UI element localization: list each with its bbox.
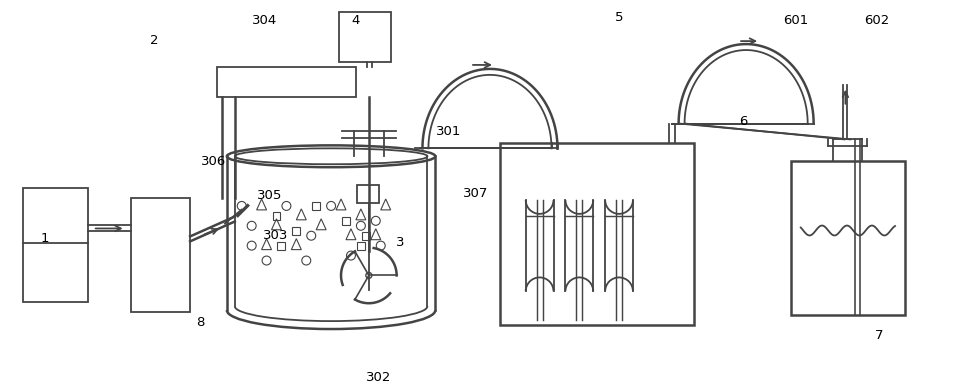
Text: 304: 304 bbox=[252, 14, 277, 27]
Text: 305: 305 bbox=[257, 190, 282, 203]
Text: 3: 3 bbox=[396, 236, 404, 249]
Text: 4: 4 bbox=[352, 14, 359, 27]
Bar bbox=[357, 242, 364, 249]
Bar bbox=[357, 185, 378, 203]
Bar bbox=[312, 202, 320, 210]
Bar bbox=[292, 227, 300, 235]
Text: 307: 307 bbox=[463, 187, 488, 199]
Text: 2: 2 bbox=[150, 34, 159, 47]
Text: 5: 5 bbox=[614, 11, 623, 24]
Text: 302: 302 bbox=[365, 371, 391, 384]
Bar bbox=[131, 198, 190, 312]
Bar bbox=[342, 217, 350, 225]
Text: 6: 6 bbox=[738, 115, 746, 128]
Bar bbox=[339, 12, 391, 62]
Bar bbox=[272, 212, 280, 220]
Bar bbox=[361, 232, 369, 240]
Text: 306: 306 bbox=[202, 155, 227, 168]
Text: 7: 7 bbox=[874, 328, 883, 341]
Bar bbox=[217, 67, 356, 97]
Bar bbox=[23, 188, 88, 302]
Text: 303: 303 bbox=[263, 229, 288, 242]
Bar bbox=[790, 161, 904, 315]
Text: 1: 1 bbox=[41, 232, 49, 245]
Text: 602: 602 bbox=[863, 14, 889, 27]
Text: 601: 601 bbox=[782, 14, 807, 27]
Bar bbox=[277, 242, 285, 249]
Bar bbox=[499, 143, 693, 325]
Text: 301: 301 bbox=[435, 125, 460, 138]
Text: 8: 8 bbox=[196, 316, 204, 328]
